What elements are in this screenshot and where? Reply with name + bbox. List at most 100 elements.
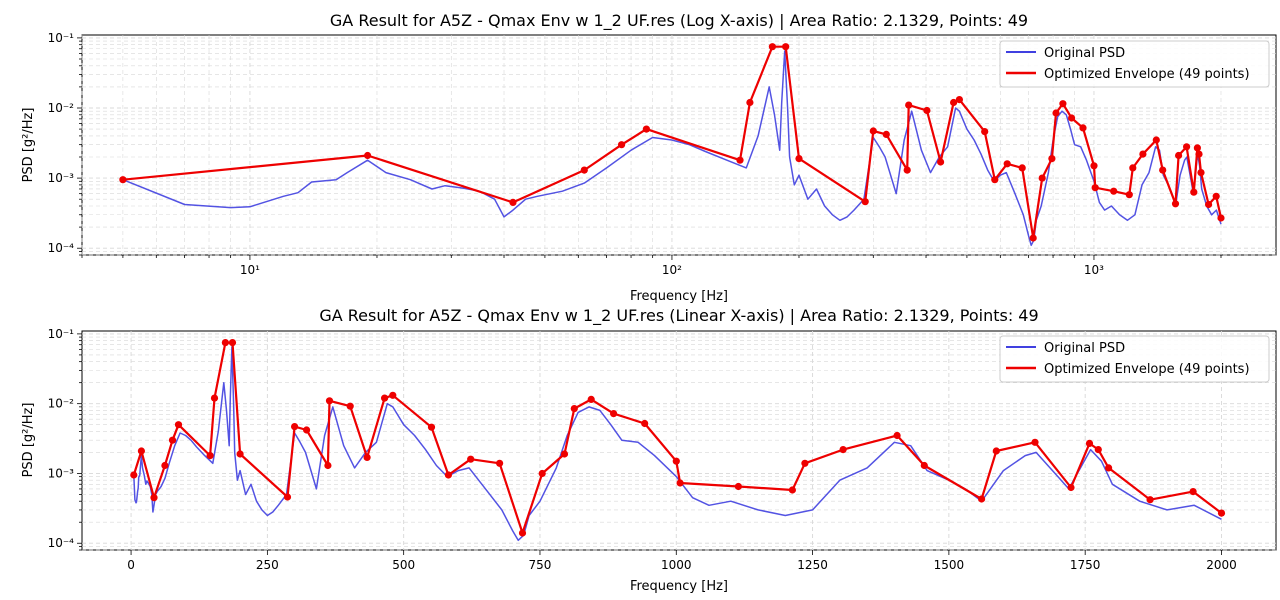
original-psd-series xyxy=(133,346,1222,542)
envelope-point xyxy=(137,447,145,455)
envelope-point xyxy=(346,402,354,410)
x-tick-label: 1750 xyxy=(1070,558,1101,572)
envelope-point xyxy=(1212,192,1220,200)
envelope-point xyxy=(920,461,928,470)
envelope-point xyxy=(981,128,989,136)
y-tick-label: 10⁻² xyxy=(48,397,75,411)
envelope-point xyxy=(641,419,649,428)
axis-ticks: 10⁻⁴ 10⁻³ 10⁻² 10⁻¹ 0 250 500 750 1000 1250 1500 17… xyxy=(48,327,1237,572)
envelope-point xyxy=(1052,109,1060,117)
envelope-point xyxy=(618,141,626,149)
x-tick-label: 1500 xyxy=(934,558,965,572)
y-tick-label: 10⁻⁴ xyxy=(48,536,75,550)
y-tick-label: 10⁻⁴ xyxy=(48,241,75,255)
envelope-point xyxy=(1139,150,1147,158)
envelope-point xyxy=(672,457,680,465)
x-axis-label: Frequency [Hz] xyxy=(630,579,728,594)
x-axis-label: Frequency [Hz] xyxy=(630,289,728,304)
envelope-point xyxy=(427,423,436,431)
envelope-point xyxy=(1217,214,1225,222)
envelope-point xyxy=(303,426,311,434)
envelope-point xyxy=(1079,124,1087,132)
envelope-point xyxy=(768,43,777,51)
y-axis-label: PSD [g²/Hz] xyxy=(21,108,36,183)
legend-box xyxy=(999,335,1270,383)
envelope-point xyxy=(587,395,595,403)
envelope-point xyxy=(1038,174,1046,182)
envelope-point xyxy=(1094,446,1102,454)
envelope-point xyxy=(538,469,546,478)
envelope-point xyxy=(1090,162,1098,170)
envelope-point xyxy=(1183,143,1191,151)
envelope-point xyxy=(903,166,911,174)
legend: Original PSD Optimized Envelope (49 poin… xyxy=(999,40,1270,88)
original-psd-line xyxy=(122,50,1222,247)
x-tick-label: 10² xyxy=(662,263,682,277)
envelope-point xyxy=(509,198,517,206)
envelope-point xyxy=(937,158,945,166)
y-tick-label: 10⁻³ xyxy=(48,171,75,185)
envelope-point xyxy=(1189,488,1197,496)
legend-box xyxy=(999,40,1270,88)
envelope-point xyxy=(923,106,931,115)
legend-label-original: Original PSD xyxy=(1044,341,1125,356)
envelope-line xyxy=(119,43,1225,242)
envelope-point xyxy=(1217,509,1226,517)
log-x-subplot: 10⁻⁴ 10⁻³ 10⁻² 10⁻¹ 10¹ 10² 10³ GA Result for … xyxy=(21,11,1277,304)
envelope-point xyxy=(174,421,183,429)
x-tick-label: 10¹ xyxy=(240,263,260,277)
envelope-point xyxy=(161,461,169,470)
x-tick-label: 500 xyxy=(392,558,415,572)
envelope-point xyxy=(381,394,389,402)
envelope-point xyxy=(1152,136,1160,144)
envelope-point xyxy=(1091,184,1099,192)
envelope-point xyxy=(1110,187,1118,195)
envelope-point xyxy=(1195,150,1203,158)
legend: Original PSD Optimized Envelope (49 poin… xyxy=(999,335,1270,383)
envelope-point xyxy=(1059,100,1067,108)
envelope-point xyxy=(150,494,158,502)
envelope-point xyxy=(119,176,127,184)
envelope-point xyxy=(1029,234,1037,242)
envelope-point xyxy=(1068,114,1076,122)
envelope-point xyxy=(236,450,244,458)
axis-ticks: 10⁻⁴ 10⁻³ 10⁻² 10⁻¹ 10¹ 10² 10³ xyxy=(48,31,1222,277)
envelope-point xyxy=(1067,483,1075,492)
envelope-point xyxy=(130,471,138,479)
envelope-point xyxy=(978,495,986,503)
envelope-point xyxy=(882,130,890,138)
envelope-point xyxy=(1129,164,1137,172)
envelope-point xyxy=(518,529,527,537)
envelope-point xyxy=(444,471,452,479)
envelope-point xyxy=(839,446,847,454)
envelope-point xyxy=(610,410,618,418)
envelope-point xyxy=(1125,191,1133,199)
envelope-point xyxy=(893,431,901,440)
envelope-point xyxy=(467,455,475,463)
gridlines xyxy=(81,35,1276,256)
chart-title: GA Result for A5Z - Qmax Env w 1_2 UF.re… xyxy=(319,306,1038,326)
envelope-point xyxy=(168,436,177,444)
x-tick-label: 1000 xyxy=(661,558,692,572)
original-psd-series xyxy=(122,50,1222,247)
envelope-point xyxy=(1205,200,1213,209)
envelope-point xyxy=(496,459,504,467)
envelope-point xyxy=(283,493,292,501)
envelope-point xyxy=(1085,439,1094,447)
y-axis-label: PSD [g²/Hz] xyxy=(21,403,36,478)
envelope-point xyxy=(734,482,743,491)
y-tick-label: 10⁻¹ xyxy=(48,327,75,341)
envelope-point xyxy=(642,125,651,133)
envelope-point xyxy=(1193,144,1201,152)
envelope-point xyxy=(1048,155,1056,163)
x-tick-label: 0 xyxy=(127,558,135,572)
y-tick-label: 10⁻¹ xyxy=(48,31,75,45)
envelope-point xyxy=(389,391,397,399)
chart-title: GA Result for A5Z - Qmax Env w 1_2 UF.re… xyxy=(330,11,1028,31)
x-tick-label: 2000 xyxy=(1206,558,1237,572)
legend-label-envelope: Optimized Envelope (49 points) xyxy=(1044,362,1250,377)
envelope-point xyxy=(363,453,371,461)
envelope-point xyxy=(1197,169,1205,177)
envelope-point xyxy=(782,43,790,51)
